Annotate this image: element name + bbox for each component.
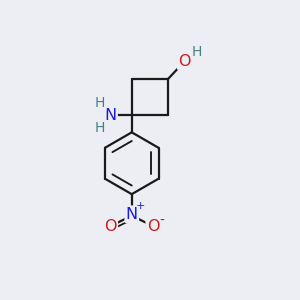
Text: +: + xyxy=(136,201,145,211)
Text: O: O xyxy=(178,54,191,69)
Text: H: H xyxy=(95,121,105,135)
Text: -: - xyxy=(159,214,164,228)
Text: N: N xyxy=(104,108,117,123)
Text: N: N xyxy=(126,207,138,222)
Text: O: O xyxy=(104,219,117,234)
Text: O: O xyxy=(147,219,159,234)
Text: H: H xyxy=(192,45,202,59)
Text: H: H xyxy=(95,96,105,110)
